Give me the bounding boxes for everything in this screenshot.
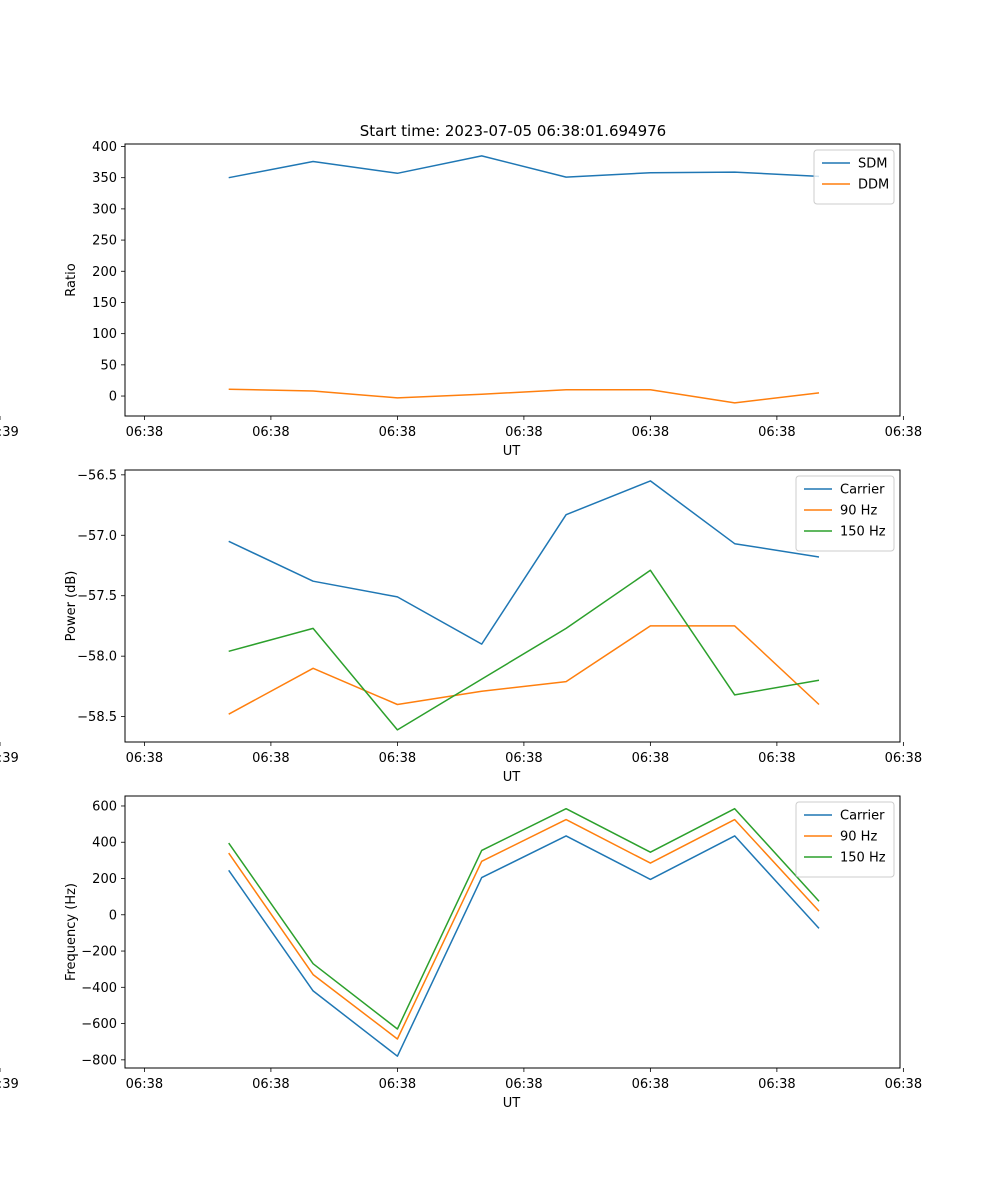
series-line-90-hz [228,818,820,1040]
x-tick-label: 06:38 [885,425,922,440]
legend-label: SDM [858,157,887,172]
legend-label: 90 Hz [840,830,877,845]
panels: 0 50 100 150 200 250 300 350 400 06:38 06:38 06:38 0… [0,140,922,1111]
legend-label: Carrier [840,483,885,498]
x-tick-label: 06:38 [379,425,416,440]
x-tick-label: 06:39 [0,751,19,766]
y-tick-label: 0 [109,390,117,405]
x-tick-label: 06:38 [758,425,795,440]
x-tick-label: 06:38 [758,1077,795,1092]
series-group [228,480,820,731]
y-tick-label: 0 [109,908,117,923]
x-axis-label: UT [503,770,521,785]
x-tick-label: 06:38 [505,751,542,766]
y-tick-label: 600 [92,799,117,814]
x-tick-label: 06:38 [379,1077,416,1092]
y-tick-label: 200 [92,872,117,887]
y-tick-label: −56.5 [77,468,117,483]
x-tick-label: 06:38 [252,425,289,440]
axes-frame [124,795,901,1069]
y-tick-label: 250 [92,234,117,249]
legend: Carrier 90 Hz 150 Hz [795,801,895,878]
x-tick-label: 06:38 [632,1077,669,1092]
x-axis-label: UT [503,444,521,459]
legend-box [795,801,895,878]
x-tick-label: 06:39 [0,425,19,440]
legend-label: 90 Hz [840,504,877,519]
x-tick-label: 06:38 [126,751,163,766]
series-line-90-hz [228,625,820,715]
x-tick-label: 06:39 [0,1077,19,1092]
y-tick-label: 150 [92,296,117,311]
y-tick-label: 350 [92,171,117,186]
y-axis-label: Ratio [64,263,79,296]
x-tick-label: 06:38 [252,1077,289,1092]
series-group [228,155,820,404]
y-axis-label: Frequency (Hz) [64,883,79,981]
x-tick-label: 06:38 [126,1077,163,1092]
x-tick-label: 06:38 [505,425,542,440]
legend-label: Carrier [840,809,885,824]
axes-frame [124,469,901,743]
series-line-150-hz [228,807,820,1030]
x-tick-label: 06:38 [885,751,922,766]
figure-title: Start time: 2023-07-05 06:38:01.694976 [360,122,666,140]
y-tick-label: −600 [81,1017,117,1032]
series-line-carrier [228,480,820,645]
y-tick-label: −57.0 [77,529,117,544]
y-tick-label: 200 [92,265,117,280]
x-tick-label: 06:38 [758,751,795,766]
y-tick-label: −200 [81,945,117,960]
y-tick-label: −400 [81,981,117,996]
legend-label: 150 Hz [840,851,886,866]
chart-panel-1: 0 50 100 150 200 250 300 350 400 06:38 06:38 06:38 0… [0,140,922,459]
legend: SDM DDM [813,149,895,205]
x-tick-label: 06:38 [126,425,163,440]
y-tick-label: 400 [92,836,117,851]
legend-box [795,475,895,552]
y-tick-label: 50 [100,358,117,373]
y-tick-label: −800 [81,1053,117,1068]
y-tick-label: −58.5 [77,710,117,725]
y-axis-label: Power (dB) [64,571,79,642]
axes-frame [124,143,901,417]
series-line-sdm [228,155,820,179]
y-tick-label: 400 [92,140,117,155]
x-tick-label: 06:38 [505,1077,542,1092]
legend-label: 150 Hz [840,525,886,540]
x-tick-label: 06:38 [252,751,289,766]
x-tick-label: 06:38 [632,425,669,440]
series-line-carrier [228,835,820,1057]
chart-panel-2: −58.5 −58.0 −57.5 −57.0 −56.5 06:38 06:38 06:38… [0,468,922,785]
x-tick-label: 06:38 [632,751,669,766]
series-group [228,807,820,1057]
y-tick-label: −57.5 [77,589,117,604]
y-tick-label: 100 [92,327,117,342]
x-tick-label: 06:38 [885,1077,922,1092]
y-tick-label: −58.0 [77,650,117,665]
legend-label: DDM [858,178,889,193]
series-line-ddm [228,388,820,404]
y-tick-label: 300 [92,202,117,217]
x-axis-label: UT [503,1096,521,1111]
series-line-150-hz [228,569,820,731]
x-tick-label: 06:38 [379,751,416,766]
chart-panel-3: −800 −600 −400 −200 0 200 400 600 06:38 06:38 06:3… [0,795,922,1111]
legend: Carrier 90 Hz 150 Hz [795,475,895,552]
